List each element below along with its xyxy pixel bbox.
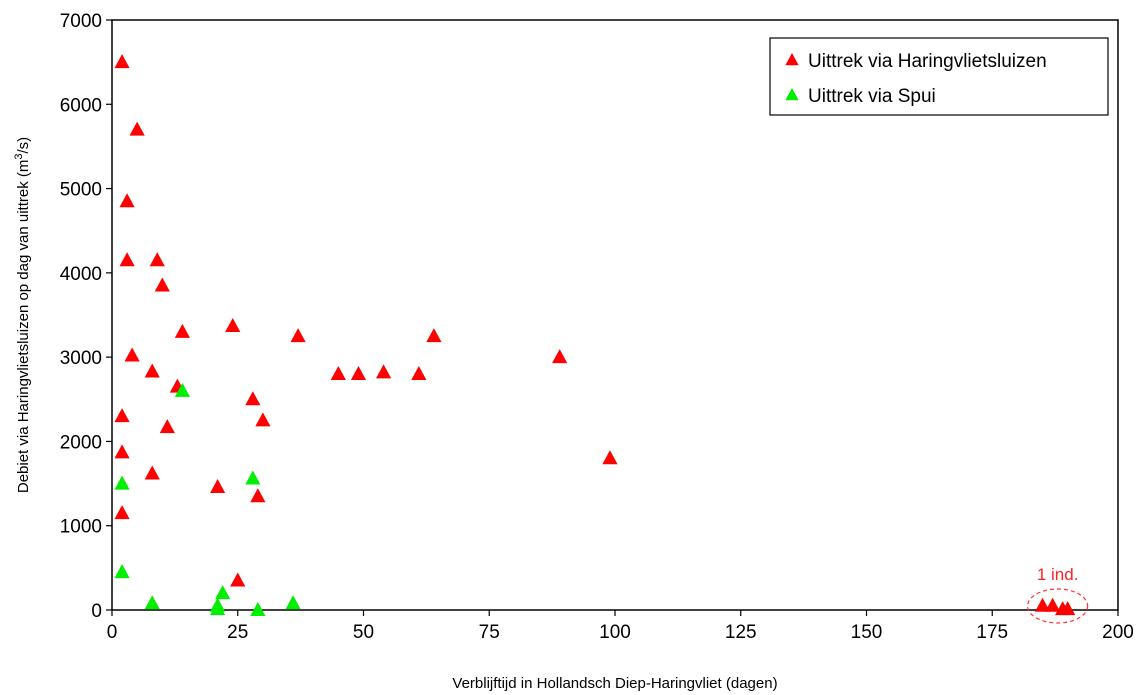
x-tick-label: 50 (353, 622, 374, 643)
point-haringvlietsluizen (552, 349, 568, 364)
x-tick-label: 150 (851, 622, 883, 643)
y-axis-ticks: 0 1000 2000 3000 4000 5000 6000 7000 (60, 11, 112, 622)
x-tick-label: 100 (599, 622, 631, 643)
point-spui (250, 602, 266, 616)
point-haringvlietsluizen (210, 478, 226, 493)
point-haringvlietsluizen (1034, 597, 1051, 612)
point-haringvlietsluizen (376, 364, 392, 379)
point-haringvlietsluizen (255, 412, 271, 427)
point-haringvlietsluizen (225, 317, 241, 332)
point-haringvlietsluizen (602, 450, 618, 465)
y-axis-label-main: Debiet via Haringvlietsluizen op dag van… (15, 160, 32, 494)
point-haringvlietsluizen (230, 572, 246, 587)
y-axis-label-sup: 3 (13, 154, 25, 160)
data-points (114, 54, 1076, 616)
y-tick-label: 6000 (60, 95, 102, 116)
legend: Uittrek via Haringvlietsluizen Uittrek vi… (769, 37, 1109, 116)
y-tick-label: 3000 (60, 348, 102, 369)
legend-marker (785, 88, 799, 101)
annotation-ellipse (1027, 588, 1089, 624)
x-tick-label: 25 (227, 622, 248, 643)
point-haringvlietsluizen (154, 277, 170, 292)
point-haringvlietsluizen (159, 419, 175, 434)
point-spui (245, 470, 261, 485)
point-haringvlietsluizen (245, 391, 261, 406)
legend-label: Uittrek via Spui (808, 86, 936, 107)
legend-label: Uittrek via Haringvlietsluizen (808, 51, 1047, 72)
y-tick-label: 7000 (60, 11, 102, 32)
point-haringvlietsluizen (114, 444, 130, 459)
point-haringvlietsluizen (129, 121, 145, 136)
point-haringvlietsluizen (114, 408, 130, 423)
x-tick-label: 0 (107, 622, 118, 643)
point-haringvlietsluizen (144, 363, 160, 378)
legend-box (769, 37, 1109, 116)
point-haringvlietsluizen (119, 193, 135, 208)
point-haringvlietsluizen (250, 488, 266, 503)
y-axis-label-end: /s) (15, 137, 32, 154)
point-haringvlietsluizen (330, 366, 346, 380)
point-haringvlietsluizen (124, 347, 140, 362)
y-tick-label: 2000 (60, 432, 102, 453)
y-tick-label: 0 (91, 601, 102, 622)
point-haringvlietsluizen (119, 252, 135, 267)
point-spui (285, 595, 301, 610)
legend-marker (785, 53, 799, 66)
point-spui (144, 595, 160, 610)
point-spui (215, 585, 231, 600)
annotation-label: 1 ind. (1037, 565, 1079, 584)
point-haringvlietsluizen (144, 465, 160, 480)
point-haringvlietsluizen (411, 366, 427, 380)
y-tick-label: 1000 (60, 517, 102, 538)
x-axis-label: Verblijftijd in Hollandsch Diep-Haringvl… (452, 675, 777, 692)
x-tick-label: 75 (479, 622, 500, 643)
point-haringvlietsluizen (1060, 601, 1076, 616)
point-haringvlietsluizen (114, 54, 130, 69)
point-haringvlietsluizen (290, 328, 306, 343)
point-spui (114, 564, 130, 579)
x-axis-ticks: 0 25 50 75 100 125 150 175 200 (107, 610, 1134, 643)
point-spui (210, 601, 226, 616)
point-spui (174, 382, 191, 397)
x-tick-label: 175 (976, 622, 1008, 643)
point-haringvlietsluizen (426, 328, 442, 343)
point-spui (114, 475, 130, 490)
point-haringvlietsluizen (174, 323, 191, 338)
y-tick-label: 4000 (60, 264, 102, 285)
point-haringvlietsluizen (350, 366, 367, 380)
point-haringvlietsluizen (1045, 597, 1061, 612)
point-haringvlietsluizen (149, 252, 165, 267)
y-axis-label: Debiet via Haringvlietsluizen op dag van… (13, 137, 32, 493)
x-tick-label: 125 (725, 622, 757, 643)
annotations: 1 ind. (1027, 565, 1089, 624)
point-haringvlietsluizen (114, 505, 130, 520)
y-tick-label: 5000 (60, 180, 102, 201)
x-tick-label: 200 (1102, 622, 1134, 643)
